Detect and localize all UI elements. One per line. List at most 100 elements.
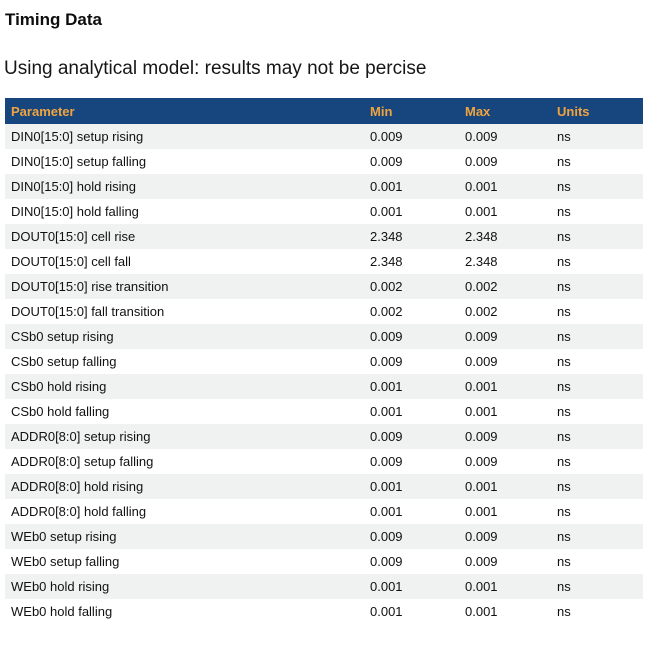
cell-min: 2.348: [370, 229, 403, 245]
table-row: ADDR0[8:0] hold rising 0.001 0.001 ns: [5, 474, 643, 500]
cell-max: 0.009: [465, 129, 498, 145]
cell-max: 2.348: [465, 254, 498, 270]
table-row: CSb0 setup rising 0.009 0.009 ns: [5, 324, 643, 350]
table-row: DOUT0[15:0] rise transition 0.002 0.002 ns: [5, 274, 643, 300]
cell-units: ns: [557, 279, 571, 295]
cell-min: 0.009: [370, 529, 403, 545]
cell-max: 2.348: [465, 229, 498, 245]
table-row: DIN0[15:0] hold falling 0.001 0.001 ns: [5, 199, 643, 225]
cell-parameter: DOUT0[15:0] cell rise: [11, 229, 136, 245]
cell-parameter: WEb0 setup falling: [11, 554, 120, 570]
cell-parameter: CSb0 setup falling: [11, 354, 117, 370]
cell-min: 0.001: [370, 604, 403, 620]
cell-min: 0.002: [370, 304, 403, 320]
cell-max: 0.001: [465, 404, 498, 420]
cell-parameter: WEb0 hold rising: [11, 579, 110, 595]
column-header-units: Units: [557, 103, 590, 119]
cell-units: ns: [557, 304, 571, 320]
cell-min: 0.001: [370, 179, 403, 195]
cell-max: 0.009: [465, 454, 498, 470]
cell-max: 0.009: [465, 529, 498, 545]
cell-units: ns: [557, 604, 571, 620]
column-header-max: Max: [465, 103, 491, 119]
table-row: WEb0 hold rising 0.001 0.001 ns: [5, 574, 643, 600]
cell-units: ns: [557, 354, 571, 370]
cell-max: 0.009: [465, 154, 498, 170]
cell-min: 0.001: [370, 379, 403, 395]
page-subtitle: Using analytical model: results may not …: [4, 58, 427, 80]
cell-parameter: DIN0[15:0] setup falling: [11, 154, 147, 170]
cell-parameter: DOUT0[15:0] rise transition: [11, 279, 169, 295]
table-row: WEb0 hold falling 0.001 0.001 ns: [5, 599, 643, 625]
cell-units: ns: [557, 554, 571, 570]
table-row: DOUT0[15:0] fall transition 0.002 0.002 ns: [5, 299, 643, 325]
cell-min: 0.009: [370, 354, 403, 370]
table-row: CSb0 setup falling 0.009 0.009 ns: [5, 349, 643, 375]
cell-min: 0.009: [370, 454, 403, 470]
cell-parameter: DIN0[15:0] setup rising: [11, 129, 144, 145]
cell-parameter: CSb0 setup rising: [11, 329, 114, 345]
cell-units: ns: [557, 179, 571, 195]
cell-max: 0.001: [465, 604, 498, 620]
cell-max: 0.001: [465, 504, 498, 520]
cell-min: 0.001: [370, 204, 403, 220]
cell-units: ns: [557, 429, 571, 445]
cell-parameter: ADDR0[8:0] hold rising: [11, 479, 144, 495]
table-row: ADDR0[8:0] setup falling 0.009 0.009 ns: [5, 449, 643, 475]
column-header-parameter: Parameter: [11, 103, 75, 119]
cell-parameter: ADDR0[8:0] hold falling: [11, 504, 147, 520]
cell-min: 0.001: [370, 579, 403, 595]
cell-parameter: DOUT0[15:0] cell fall: [11, 254, 131, 270]
cell-units: ns: [557, 379, 571, 395]
table-body: DIN0[15:0] setup rising 0.009 0.009 ns DIN0[…: [5, 124, 643, 625]
table-row: DOUT0[15:0] cell rise 2.348 2.348 ns: [5, 224, 643, 250]
cell-units: ns: [557, 329, 571, 345]
cell-max: 0.009: [465, 429, 498, 445]
table-row: CSb0 hold rising 0.001 0.001 ns: [5, 374, 643, 400]
cell-parameter: DOUT0[15:0] fall transition: [11, 304, 165, 320]
cell-min: 0.009: [370, 329, 403, 345]
cell-units: ns: [557, 129, 571, 145]
cell-units: ns: [557, 254, 571, 270]
cell-parameter: ADDR0[8:0] setup falling: [11, 454, 154, 470]
cell-max: 0.001: [465, 579, 498, 595]
table-row: DIN0[15:0] setup falling 0.009 0.009 ns: [5, 149, 643, 175]
cell-max: 0.001: [465, 379, 498, 395]
cell-units: ns: [557, 229, 571, 245]
table-row: ADDR0[8:0] setup rising 0.009 0.009 ns: [5, 424, 643, 450]
table-row: DOUT0[15:0] cell fall 2.348 2.348 ns: [5, 249, 643, 275]
table-row: WEb0 setup falling 0.009 0.009 ns: [5, 549, 643, 575]
table-row: WEb0 setup rising 0.009 0.009 ns: [5, 524, 643, 550]
cell-parameter: DIN0[15:0] hold rising: [11, 179, 137, 195]
table-row: ADDR0[8:0] hold falling 0.001 0.001 ns: [5, 499, 643, 525]
table-header-row: Parameter Min Max Units: [5, 98, 643, 125]
cell-units: ns: [557, 454, 571, 470]
timing-report-page: Timing Data Using analytical model: resu…: [0, 10, 650, 625]
cell-parameter: WEb0 setup rising: [11, 529, 117, 545]
cell-units: ns: [557, 404, 571, 420]
cell-max: 0.001: [465, 179, 498, 195]
cell-min: 0.009: [370, 129, 403, 145]
cell-parameter: CSb0 hold falling: [11, 404, 110, 420]
cell-max: 0.001: [465, 479, 498, 495]
cell-units: ns: [557, 479, 571, 495]
cell-units: ns: [557, 204, 571, 220]
cell-min: 0.009: [370, 429, 403, 445]
cell-units: ns: [557, 154, 571, 170]
cell-units: ns: [557, 579, 571, 595]
cell-max: 0.009: [465, 329, 498, 345]
cell-parameter: ADDR0[8:0] setup rising: [11, 429, 151, 445]
table-row: DIN0[15:0] setup rising 0.009 0.009 ns: [5, 124, 643, 150]
cell-min: 0.002: [370, 279, 403, 295]
cell-units: ns: [557, 529, 571, 545]
page-title: Timing Data: [5, 10, 102, 29]
table-row: DIN0[15:0] hold rising 0.001 0.001 ns: [5, 174, 643, 200]
cell-parameter: DIN0[15:0] hold falling: [11, 204, 139, 220]
cell-min: 0.001: [370, 504, 403, 520]
table-row: CSb0 hold falling 0.001 0.001 ns: [5, 399, 643, 425]
cell-min: 2.348: [370, 254, 403, 270]
cell-max: 0.001: [465, 204, 498, 220]
cell-max: 0.009: [465, 554, 498, 570]
cell-max: 0.009: [465, 354, 498, 370]
cell-min: 0.009: [370, 554, 403, 570]
